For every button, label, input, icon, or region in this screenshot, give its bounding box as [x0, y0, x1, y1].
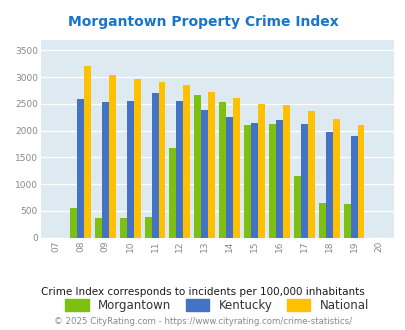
Bar	[357, 125, 364, 238]
Bar	[332, 119, 339, 238]
Bar	[77, 99, 84, 238]
Bar	[169, 148, 176, 238]
Bar	[158, 82, 165, 238]
Legend: Morgantown, Kentucky, National: Morgantown, Kentucky, National	[65, 299, 368, 312]
Bar	[300, 124, 307, 238]
Bar	[194, 95, 201, 238]
Bar	[70, 208, 77, 238]
Bar	[318, 203, 325, 238]
Bar	[102, 102, 109, 238]
Bar	[232, 98, 239, 238]
Bar	[293, 176, 300, 238]
Bar	[151, 93, 158, 238]
Bar	[133, 79, 140, 238]
Bar	[126, 101, 133, 238]
Bar	[275, 120, 282, 238]
Bar	[243, 125, 250, 238]
Bar	[109, 75, 115, 238]
Bar	[250, 122, 257, 238]
Bar	[282, 105, 289, 238]
Bar	[144, 217, 151, 238]
Bar	[307, 111, 314, 238]
Bar	[350, 136, 357, 238]
Bar	[257, 104, 264, 238]
Bar	[95, 217, 102, 238]
Bar	[208, 92, 215, 238]
Bar	[183, 84, 190, 238]
Bar	[219, 102, 226, 238]
Bar	[226, 117, 232, 238]
Bar	[84, 66, 91, 238]
Bar	[201, 110, 208, 238]
Bar	[176, 101, 183, 238]
Text: Crime Index corresponds to incidents per 100,000 inhabitants: Crime Index corresponds to incidents per…	[41, 287, 364, 297]
Bar	[325, 132, 332, 238]
Bar	[268, 124, 275, 238]
Text: © 2025 CityRating.com - https://www.cityrating.com/crime-statistics/: © 2025 CityRating.com - https://www.city…	[54, 317, 351, 326]
Text: Morgantown Property Crime Index: Morgantown Property Crime Index	[68, 15, 337, 29]
Bar	[119, 218, 126, 238]
Bar	[343, 204, 350, 238]
